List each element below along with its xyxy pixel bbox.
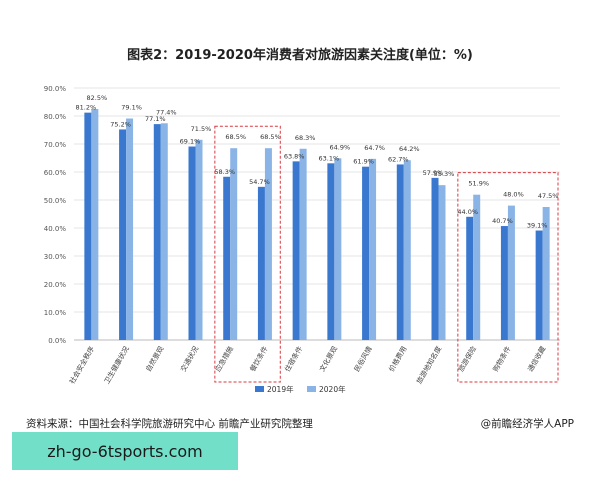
data-label-2020: 55.3% xyxy=(434,170,455,178)
y-tick-label: 10.0% xyxy=(44,309,67,317)
bar-2019 xyxy=(223,176,231,340)
x-tick-label: 餐饮条件 xyxy=(248,345,270,374)
credit-note: @前瞻经济学人APP xyxy=(480,418,574,430)
bar-2020 xyxy=(299,148,307,340)
highlight-box xyxy=(214,125,281,383)
bar-2019 xyxy=(153,124,161,341)
bar-2020 xyxy=(369,158,377,340)
bar-2019 xyxy=(535,230,543,340)
x-tick-label: 卫生健康状况 xyxy=(102,345,131,386)
data-label-2019: 63.8% xyxy=(284,152,305,160)
data-label-2019: 44.0% xyxy=(457,208,478,216)
x-tick-label: 住宿条件 xyxy=(283,345,305,374)
site-banner-text: zh-go-6tsports.com xyxy=(47,441,203,461)
bar-2019 xyxy=(327,163,335,340)
data-label-2019: 63.1% xyxy=(319,154,340,162)
bar-2019 xyxy=(396,164,404,340)
bar-2020 xyxy=(264,148,272,340)
data-label-2019: 54.7% xyxy=(249,178,270,186)
x-tick-label: 社会安全秩序 xyxy=(67,345,96,386)
data-label-2019: 77.1% xyxy=(145,115,166,123)
x-tick-label: 文化景观 xyxy=(317,345,339,374)
data-label-2020: 64.7% xyxy=(364,144,385,152)
data-label-2020: 47.5% xyxy=(538,192,559,200)
x-tick-label: 价格费用 xyxy=(387,345,409,374)
bar-2019 xyxy=(257,186,265,340)
y-tick-label: 30.0% xyxy=(44,253,67,261)
source-note: 资料来源：中国社会科学院旅游研究中心 前瞻产业研究院整理 xyxy=(26,418,313,430)
bar-2019 xyxy=(119,129,127,340)
data-label-2019: 62.7% xyxy=(388,155,409,163)
bar-2019 xyxy=(292,161,300,340)
x-tick-label: 购物条件 xyxy=(491,345,513,374)
x-tick-label: 通信收藏 xyxy=(526,345,548,374)
data-label-2020: 64.9% xyxy=(330,143,351,151)
bar-2019 xyxy=(362,166,370,340)
x-tick-label: 交通状况 xyxy=(178,345,200,374)
x-tick-label: 旅游地知名度 xyxy=(414,345,443,386)
data-label-2019: 69.1% xyxy=(180,138,201,146)
bar-2020 xyxy=(230,148,238,340)
x-tick-label: 旅游保险 xyxy=(456,345,478,374)
bar-2020 xyxy=(334,158,342,340)
bar-2019 xyxy=(84,112,92,340)
bar-2020 xyxy=(542,207,550,340)
data-label-2019: 39.1% xyxy=(527,222,548,230)
y-tick-label: 20.0% xyxy=(44,281,67,289)
highlight-box xyxy=(457,172,559,383)
data-label-2020: 79.1% xyxy=(121,104,142,112)
data-label-2020: 82.5% xyxy=(87,94,108,102)
x-tick-label: 应急措施 xyxy=(213,345,235,374)
bar-2019 xyxy=(466,216,474,340)
bar-2019 xyxy=(431,177,439,340)
bar-2019 xyxy=(500,226,508,340)
chart-title: 图表2：2019-2020年消费者对旅游因素关注度(单位：%) xyxy=(127,48,473,63)
y-tick-label: 40.0% xyxy=(44,225,67,233)
bar-2020 xyxy=(91,109,99,340)
bar-2020 xyxy=(507,205,515,340)
bar-2020 xyxy=(160,123,168,340)
x-tick-label: 自然景观 xyxy=(144,345,166,374)
data-label-2020: 48.0% xyxy=(503,191,524,199)
data-label-2020: 68.3% xyxy=(295,134,316,142)
data-label-2019: 58.3% xyxy=(214,168,235,176)
data-label-2019: 75.2% xyxy=(110,120,131,128)
y-tick-label: 80.0% xyxy=(44,113,67,121)
bar-2019 xyxy=(188,146,196,340)
y-tick-label: 0.0% xyxy=(48,337,66,345)
legend-label-2019: 2019年 xyxy=(267,384,294,394)
data-label-2019: 81.2% xyxy=(76,104,97,112)
bar-2020 xyxy=(403,160,411,340)
data-label-2019: 40.7% xyxy=(492,217,513,225)
data-label-2020: 71.5% xyxy=(191,125,212,133)
legend-label-2020: 2020年 xyxy=(319,384,346,394)
bar-2020 xyxy=(438,185,446,340)
x-tick-label: 民俗风情 xyxy=(352,345,374,374)
data-label-2020: 68.5% xyxy=(225,133,246,141)
data-label-2020: 51.9% xyxy=(468,180,489,188)
y-tick-label: 90.0% xyxy=(44,85,67,93)
data-label-2019: 57.9% xyxy=(423,169,444,177)
bar-2020 xyxy=(126,118,134,341)
y-tick-label: 60.0% xyxy=(44,169,67,177)
data-label-2020: 64.2% xyxy=(399,145,420,153)
y-tick-label: 70.0% xyxy=(44,141,67,149)
data-label-2020: 68.5% xyxy=(260,133,281,141)
site-banner[interactable]: zh-go-6tsports.com xyxy=(12,432,238,470)
y-tick-label: 50.0% xyxy=(44,197,67,205)
legend-swatch-2020 xyxy=(307,386,316,392)
data-label-2020: 77.4% xyxy=(156,108,177,116)
bar-2020 xyxy=(195,139,203,340)
legend-swatch-2019 xyxy=(255,386,264,392)
bar-2020 xyxy=(473,194,481,340)
data-label-2019: 61.9% xyxy=(353,158,374,166)
